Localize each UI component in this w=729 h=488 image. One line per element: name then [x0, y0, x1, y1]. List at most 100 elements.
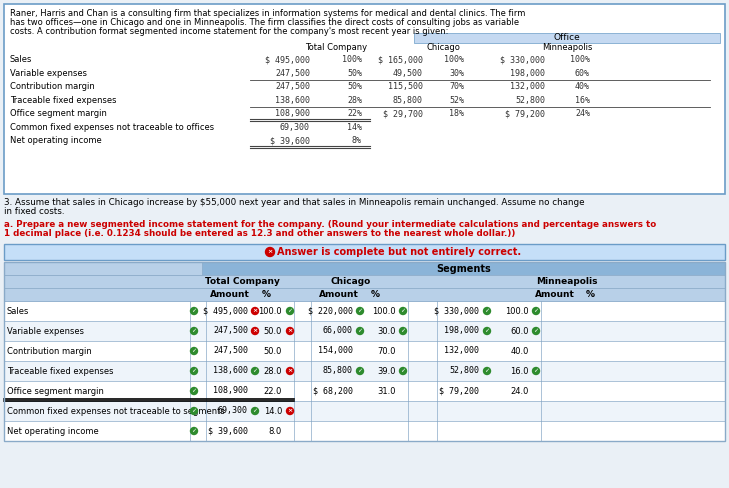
Circle shape: [252, 327, 259, 334]
Text: ✓: ✓: [400, 328, 405, 333]
Circle shape: [252, 407, 259, 414]
Text: 100.0: 100.0: [373, 306, 396, 316]
Text: $ 68,200: $ 68,200: [313, 386, 353, 395]
Circle shape: [286, 327, 294, 334]
Text: ✓: ✓: [252, 408, 257, 413]
Text: 100%: 100%: [342, 55, 362, 64]
Text: 30%: 30%: [449, 69, 464, 78]
Text: 22%: 22%: [347, 109, 362, 118]
Text: 198,000: 198,000: [444, 326, 479, 336]
Bar: [4, 321, 725, 341]
Text: ✓: ✓: [484, 308, 490, 313]
Text: ✓: ✓: [400, 368, 405, 373]
Circle shape: [190, 407, 198, 414]
Text: Answer is complete but not entirely correct.: Answer is complete but not entirely corr…: [277, 247, 521, 257]
Text: 3. Assume that sales in Chicago increase by $55,000 next year and that sales in : 3. Assume that sales in Chicago increase…: [4, 198, 585, 207]
Text: Traceable fixed expenses: Traceable fixed expenses: [10, 96, 117, 105]
Text: Office segment margin: Office segment margin: [10, 109, 107, 118]
Bar: [4, 301, 725, 321]
Text: Minneapolis: Minneapolis: [542, 43, 593, 53]
Circle shape: [399, 307, 407, 314]
Text: 24.0: 24.0: [510, 386, 529, 395]
Text: 18%: 18%: [449, 109, 464, 118]
Text: 100.0: 100.0: [505, 306, 529, 316]
Circle shape: [532, 327, 539, 334]
Text: 85,800: 85,800: [393, 96, 423, 105]
Text: ✓: ✓: [400, 308, 405, 313]
Text: Amount: Amount: [534, 290, 574, 299]
Text: 132,000: 132,000: [510, 82, 545, 91]
Text: 70.0: 70.0: [378, 346, 396, 355]
Text: $ 29,700: $ 29,700: [383, 109, 423, 118]
Text: 247,500: 247,500: [275, 69, 310, 78]
Text: 70%: 70%: [449, 82, 464, 91]
Text: 198,000: 198,000: [510, 69, 545, 78]
Text: a. Prepare a new segmented income statement for the company. (Round your interme: a. Prepare a new segmented income statem…: [4, 220, 656, 229]
Text: 108,900: 108,900: [275, 109, 310, 118]
Bar: [4, 341, 725, 361]
Text: Chicago: Chicago: [426, 43, 461, 53]
Circle shape: [252, 367, 259, 374]
Text: Common fixed expenses not traceable to offices: Common fixed expenses not traceable to o…: [10, 123, 214, 132]
Text: 39.0: 39.0: [378, 366, 396, 375]
Text: Segments: Segments: [436, 264, 491, 273]
Text: ×: ×: [287, 328, 292, 333]
Text: Net operating income: Net operating income: [10, 136, 102, 145]
Circle shape: [252, 307, 259, 314]
Text: $ 495,000: $ 495,000: [265, 55, 310, 64]
Text: Sales: Sales: [7, 306, 29, 316]
Text: $ 330,000: $ 330,000: [500, 55, 545, 64]
Text: $ 165,000: $ 165,000: [378, 55, 423, 64]
Text: Contribution margin: Contribution margin: [10, 82, 95, 91]
Text: 154,000: 154,000: [318, 346, 353, 355]
Text: Office: Office: [553, 34, 580, 42]
Text: Variable expenses: Variable expenses: [10, 69, 87, 78]
Text: 8%: 8%: [352, 136, 362, 145]
Text: %: %: [586, 290, 595, 299]
Text: 108,900: 108,900: [213, 386, 248, 395]
Text: 69,300: 69,300: [218, 407, 248, 415]
Text: ✓: ✓: [192, 348, 197, 353]
Text: 40%: 40%: [575, 82, 590, 91]
Circle shape: [286, 307, 294, 314]
Circle shape: [532, 367, 539, 374]
Text: 52%: 52%: [449, 96, 464, 105]
Text: Contribution margin: Contribution margin: [7, 346, 92, 355]
Text: $ 495,000: $ 495,000: [203, 306, 248, 316]
Text: Net operating income: Net operating income: [7, 427, 98, 435]
Text: costs. A contribution format segmented income statement for the company's most r: costs. A contribution format segmented i…: [10, 27, 448, 36]
Text: 100.0: 100.0: [258, 306, 282, 316]
Circle shape: [399, 367, 407, 374]
Text: ✓: ✓: [357, 328, 362, 333]
Text: $ 220,000: $ 220,000: [308, 306, 353, 316]
Text: ×: ×: [268, 249, 273, 255]
Text: 66,000: 66,000: [323, 326, 353, 336]
Text: 16%: 16%: [575, 96, 590, 105]
Text: Variable expenses: Variable expenses: [7, 326, 84, 336]
Text: 85,800: 85,800: [323, 366, 353, 375]
Circle shape: [356, 307, 364, 314]
Text: 28.0: 28.0: [263, 366, 282, 375]
Text: ✓: ✓: [357, 368, 362, 373]
Text: ✓: ✓: [192, 368, 197, 373]
Text: 132,000: 132,000: [444, 346, 479, 355]
Text: 138,600: 138,600: [213, 366, 248, 375]
Circle shape: [265, 247, 275, 257]
Text: 14%: 14%: [347, 123, 362, 132]
Text: 1 decimal place (i.e. 0.1234 should be entered as 12.3 and other answers to the : 1 decimal place (i.e. 0.1234 should be e…: [4, 229, 515, 238]
Circle shape: [190, 327, 198, 334]
Circle shape: [190, 367, 198, 374]
Circle shape: [356, 327, 364, 334]
Text: $ 79,200: $ 79,200: [505, 109, 545, 118]
Text: ✓: ✓: [287, 308, 292, 313]
Text: 247,500: 247,500: [213, 346, 248, 355]
Text: 60.0: 60.0: [510, 326, 529, 336]
Text: Traceable fixed expenses: Traceable fixed expenses: [7, 366, 114, 375]
Bar: [4, 262, 725, 441]
Circle shape: [532, 307, 539, 314]
Bar: [4, 421, 725, 441]
Text: 22.0: 22.0: [264, 386, 282, 395]
Text: 50.0: 50.0: [264, 346, 282, 355]
Circle shape: [483, 307, 491, 314]
Text: 50.0: 50.0: [264, 326, 282, 336]
